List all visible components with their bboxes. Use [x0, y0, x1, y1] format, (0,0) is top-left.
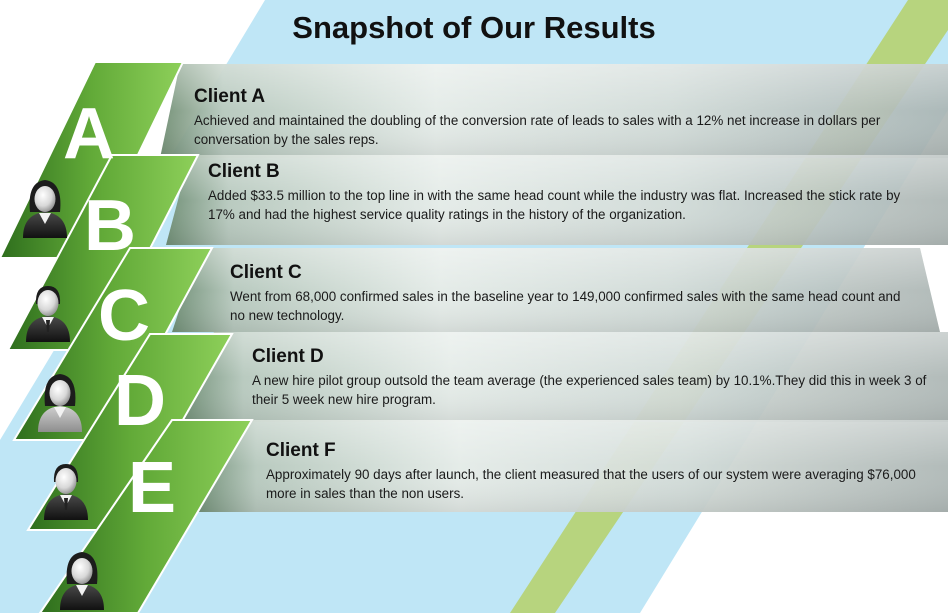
client-name: Client F: [266, 440, 336, 461]
client-description: A new hire pilot group outsold the team …: [252, 373, 927, 407]
client-description: Added $33.5 million to the top line in w…: [208, 188, 901, 222]
letters: A B C D E: [63, 94, 176, 528]
letter-e: E: [128, 448, 176, 528]
cards-graphics: [160, 64, 948, 512]
letter-c: C: [98, 276, 150, 356]
client-card-a: Client A Achieved and maintained the dou…: [194, 85, 884, 149]
avatar-icon: [23, 180, 67, 238]
client-description: Went from 68,000 confirmed sales in the …: [230, 289, 901, 323]
avatar-icon: [26, 286, 70, 342]
client-description: Approximately 90 days after launch, the …: [266, 467, 916, 501]
client-name: Client A: [194, 86, 266, 107]
client-card-f: Client F Approximately 90 days after lau…: [266, 439, 936, 503]
client-card-b: Client B Added $33.5 million to the top …: [208, 160, 908, 224]
avatars: [23, 180, 104, 610]
letter-b: B: [84, 186, 136, 266]
client-name: Client D: [252, 346, 324, 367]
avatar-icon: [44, 464, 88, 520]
avatar-icon: [60, 552, 104, 610]
letter-d: D: [114, 361, 166, 441]
page-title: Snapshot of Our Results: [292, 10, 656, 45]
letter-a: A: [63, 94, 115, 174]
avatar-icon: [38, 374, 82, 432]
client-card-d: Client D A new hire pilot group outsold …: [252, 345, 937, 409]
client-name: Client C: [230, 262, 302, 283]
client-card-c: Client C Went from 68,000 confirmed sale…: [230, 261, 915, 325]
client-name: Client B: [208, 161, 280, 182]
client-description: Achieved and maintained the doubling of …: [194, 113, 881, 147]
